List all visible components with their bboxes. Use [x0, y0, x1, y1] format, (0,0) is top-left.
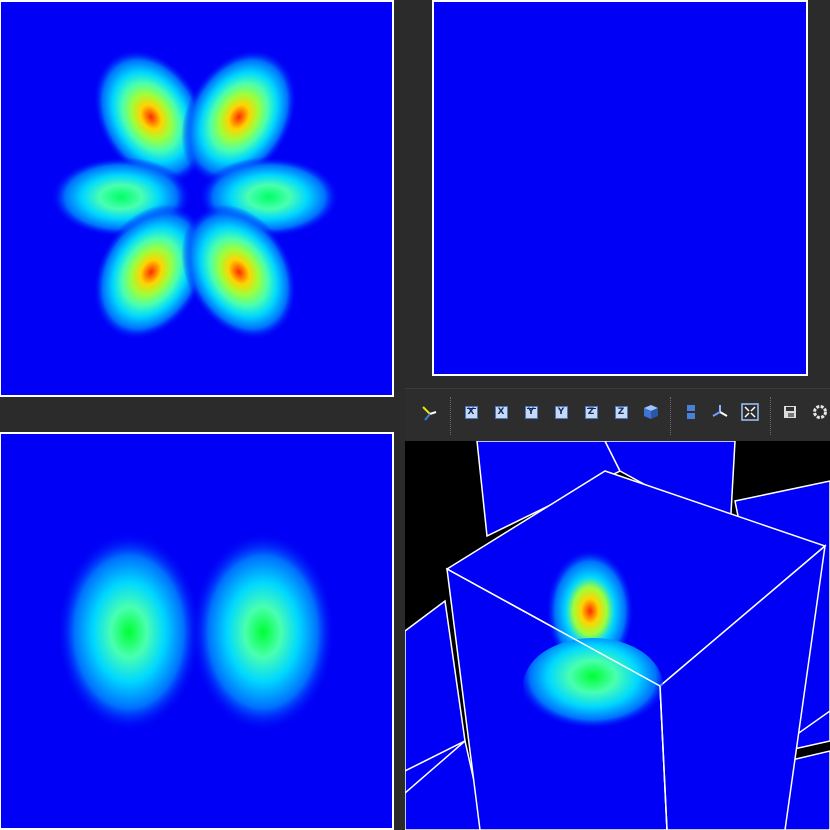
x-axis-icon: X — [464, 405, 478, 419]
toolbar-separator — [670, 397, 671, 435]
view-3d[interactable] — [405, 441, 830, 830]
two-lobe-contour — [57, 532, 335, 732]
view-plus-y-button[interactable]: Y — [520, 401, 542, 423]
reset-camera-button[interactable] — [739, 401, 761, 423]
view-iso-button[interactable] — [640, 401, 662, 423]
gear-icon — [813, 405, 827, 419]
pick-tool-button[interactable] — [417, 401, 439, 423]
slice-canvas[interactable] — [1, 2, 392, 395]
cube-icon — [644, 405, 658, 419]
slice-canvas-side[interactable] — [1, 434, 392, 828]
view-top-right[interactable] — [432, 0, 808, 376]
screenshot-button[interactable] — [779, 401, 801, 423]
view-plus-x-button[interactable]: X — [460, 401, 482, 423]
cursor-axes-icon — [422, 406, 437, 421]
view-plus-z-button[interactable]: Z — [580, 401, 602, 423]
toolbar-separator — [450, 397, 451, 435]
y-axis-icon: Y — [554, 405, 568, 419]
fit-to-view-icon — [741, 403, 759, 421]
cube-render — [405, 441, 830, 830]
view-bottom-left[interactable] — [0, 432, 395, 830]
split-layout-button[interactable] — [680, 401, 702, 423]
slice-canvas-empty[interactable] — [434, 2, 806, 374]
orientation-axes-button[interactable] — [709, 401, 731, 423]
view-top-left[interactable] — [0, 0, 395, 397]
axes-triad-icon — [712, 405, 728, 417]
save-screenshot-icon — [784, 406, 796, 418]
z-axis-icon: Z — [614, 405, 628, 419]
view-toolbar: X X Y Y Z Z — [405, 388, 830, 441]
lower-lobe — [523, 638, 663, 734]
settings-button[interactable] — [809, 401, 830, 423]
split-view-icon — [687, 405, 695, 419]
view-minus-y-button[interactable]: Y — [550, 401, 572, 423]
z-axis-icon: Z — [584, 405, 598, 419]
view-minus-x-button[interactable]: X — [490, 401, 512, 423]
x-axis-icon: X — [494, 405, 508, 419]
view-minus-z-button[interactable]: Z — [610, 401, 632, 423]
y-axis-icon: Y — [524, 405, 538, 419]
six-lobe-contour — [51, 49, 339, 340]
toolbar-separator — [770, 397, 771, 435]
